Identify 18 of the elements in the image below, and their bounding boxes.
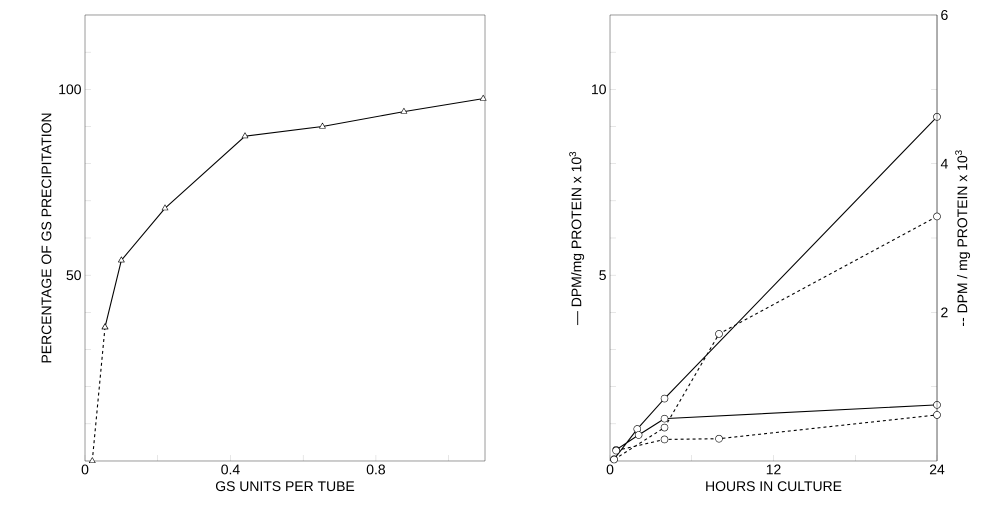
y-axis-title: PERCENTAGE OF GS PRECIPITATION <box>41 114 52 362</box>
y2-axis-title: -- DPM / mg PROTEIN x 10$^{3}$ <box>955 150 970 326</box>
y-tick-label: 100 <box>59 84 81 94</box>
x-tick-label: 24 <box>930 464 944 474</box>
x-tick-label: 12 <box>766 464 781 474</box>
y-axis-title: — DPM/mg PROTEIN x 10$^{3}$ <box>569 152 584 326</box>
y-tick-label: 10 <box>592 84 606 94</box>
x-axis-title: HOURS IN CULTURE <box>706 481 842 492</box>
y-tick-label: 50 <box>66 270 81 280</box>
x-tick-label: 0 <box>606 464 614 474</box>
y2-tick-label: 6 <box>941 10 948 20</box>
y2-tick-label: 4 <box>940 158 948 168</box>
y-tick-label: 5 <box>599 270 606 280</box>
x-axis-title: GS UNITS PER TUBE <box>216 481 354 492</box>
x-tick-label: 0.8 <box>366 464 386 474</box>
x-tick-label: 0.4 <box>221 464 240 474</box>
x-tick-label: 0 <box>82 464 88 474</box>
y2-tick-label: 2 <box>941 307 948 318</box>
